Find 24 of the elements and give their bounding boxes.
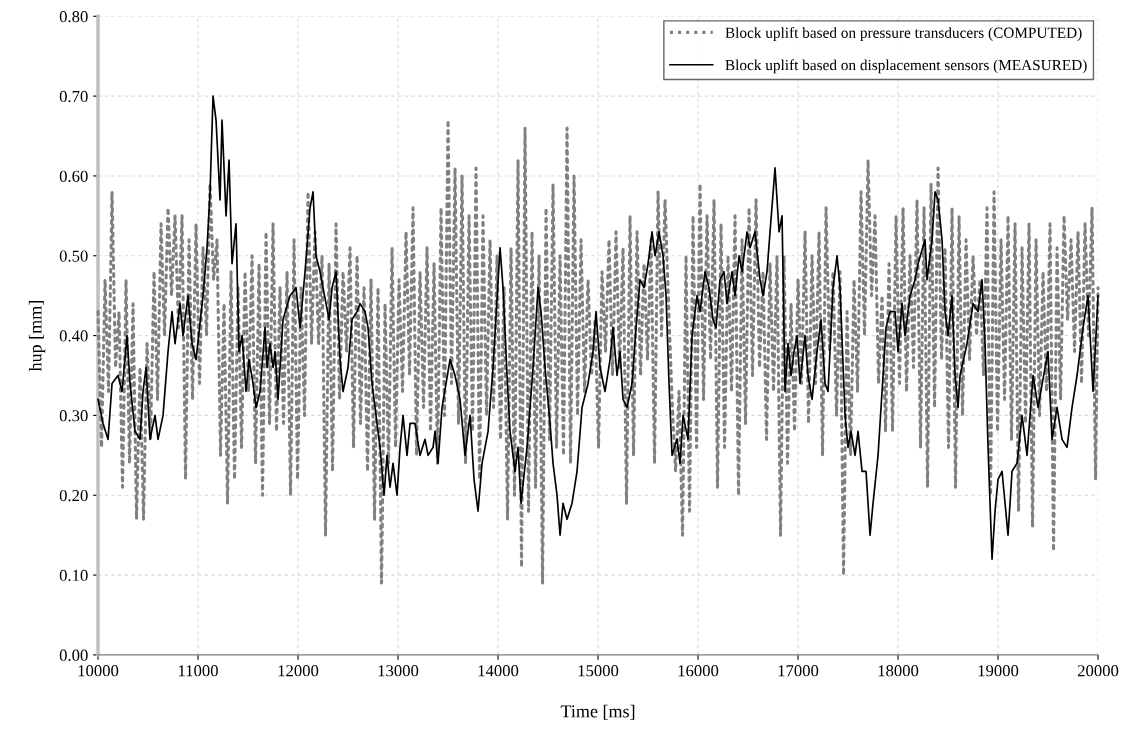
y-tick-label: 0.70 [59, 90, 88, 103]
x-tick-label: 16000 [678, 665, 719, 677]
y-tick-label: 0.30 [59, 410, 88, 422]
x-tick-label: 14000 [478, 665, 519, 677]
x-tick-label: 19000 [978, 665, 1019, 677]
y-tick-label: 0.50 [59, 250, 88, 262]
x-tick-label: 13000 [378, 665, 419, 677]
x-tick-label: 20000 [1077, 665, 1119, 677]
y-tick-label: 0.80 [59, 10, 88, 23]
x-tick-label: 18000 [878, 665, 919, 677]
x-tick-label: 15000 [578, 665, 619, 677]
x-tick-label: 11000 [178, 665, 218, 677]
legend-label: Block uplift based on pressure transducers (COMPUTED) [725, 26, 1082, 41]
y-tick-label: 0.60 [59, 170, 88, 182]
legend-label: Block uplift based on displacement sensors (MEASURED) [725, 59, 1087, 74]
y-tick-label: 0.00 [59, 649, 88, 661]
y-tick-label: 0.40 [59, 330, 88, 342]
x-tick-label: 17000 [778, 665, 819, 677]
x-axis-title: Time [ms] [560, 704, 635, 720]
y-tick-label: 0.10 [59, 569, 88, 582]
x-tick-label: 12000 [278, 665, 319, 677]
y-tick-label: 0.20 [59, 489, 88, 502]
y-axis-title: hup [mm] [28, 301, 46, 372]
x-tick-label: 10000 [78, 665, 119, 677]
